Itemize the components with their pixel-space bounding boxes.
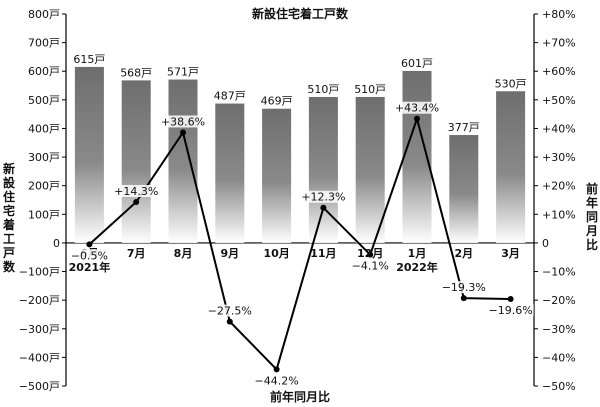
right-axis-title: 前年同月比	[585, 181, 598, 252]
yoy-point	[414, 115, 420, 122]
right-axis-tick-label: −50%	[542, 380, 576, 393]
yoy-label-bg	[206, 304, 253, 317]
yoy-point	[367, 251, 374, 258]
category-label: 7月	[127, 247, 146, 260]
left-axis-tick-label: 500戸	[28, 94, 60, 107]
yoy-value-label: +12.3%	[301, 191, 345, 204]
right-axis-tick-label: +50%	[542, 94, 576, 107]
left-axis-tick-label: 100戸	[28, 208, 60, 221]
yoy-value-label: −19.6%	[489, 304, 533, 317]
bar	[168, 79, 198, 243]
right-axis-tick-label: +40%	[542, 122, 576, 135]
left-axis-tick-label: 200戸	[28, 180, 60, 193]
left-axis-tick-label: −400戸	[19, 351, 60, 364]
yoy-point	[507, 296, 514, 303]
bar-value-label: 530戸	[495, 77, 527, 90]
right-axis-tick-label: +80%	[542, 8, 576, 21]
chart-title: 新設住宅着工戸数	[252, 6, 349, 21]
bar-value-label: 487戸	[214, 90, 246, 103]
bar-value-label: 377戸	[448, 121, 480, 134]
bar	[121, 80, 151, 243]
right-axis-tick-label: 0	[542, 237, 549, 250]
yoy-value-label: −4.1%	[352, 260, 389, 273]
left-axis-tick-label: −100戸	[19, 266, 60, 279]
right-axis-tick-label: +60%	[542, 65, 576, 78]
category-label: 11月	[310, 247, 336, 260]
left-axis-tick-label: −500戸	[19, 380, 60, 393]
bar-value-label: 510戸	[354, 83, 386, 96]
yoy-value-label: +14.3%	[114, 185, 158, 198]
yoy-point	[273, 366, 280, 373]
left-axis-tick-label: 700戸	[28, 37, 60, 50]
bar-value-label: 571戸	[167, 66, 199, 79]
yoy-line	[88, 115, 511, 372]
left-axis-tick-label: 800戸	[28, 8, 60, 21]
bar-value-label: 510戸	[307, 83, 339, 96]
yoy-value-label: −44.2%	[255, 374, 299, 387]
yoy-label-bg	[393, 101, 441, 114]
yoy-value-label: +38.6%	[161, 115, 205, 128]
bar-value-label: 601戸	[401, 57, 433, 70]
yoy-value-label: +43.4%	[395, 102, 439, 115]
yoy-label-bg	[300, 190, 347, 203]
yoy-label-bg	[487, 304, 534, 317]
yoy-point	[320, 204, 327, 211]
category-label: 8月	[174, 247, 193, 260]
right-axis-tick-label: −10%	[542, 266, 576, 279]
bar-value-label: 469戸	[261, 95, 293, 108]
yoy-label-bg	[253, 374, 300, 387]
line-series-caption: 前年同月比	[270, 389, 330, 404]
right-axis-tick-label: +70%	[542, 37, 576, 50]
yoy-label-bg	[350, 259, 390, 272]
yoy-point	[460, 295, 467, 302]
right-axis-tick-label: −20%	[542, 294, 576, 307]
right-axis-tick-label: −30%	[542, 323, 576, 336]
category-label: 9月	[220, 247, 239, 260]
left-axis-tick-label: 400戸	[28, 122, 60, 135]
bar	[496, 91, 526, 243]
right-axis-tick-label: +20%	[542, 180, 576, 193]
bar	[215, 103, 245, 243]
yoy-label-bg	[440, 281, 487, 294]
left-axis-title: 新設住宅着工戸数	[2, 161, 16, 274]
left-axis-tick-label: 300戸	[28, 151, 60, 164]
left-axis-tick-label: 600戸	[28, 65, 60, 78]
yoy-point	[180, 129, 186, 136]
bar-value-label: 615戸	[73, 53, 105, 66]
bar	[308, 96, 338, 243]
yoy-point	[133, 199, 140, 206]
year-label: 2021年	[69, 260, 111, 274]
left-axis-tick-label: −200戸	[19, 294, 60, 307]
yoy-value-label: −27.5%	[208, 305, 252, 318]
right-axis-tick-label: −40%	[542, 351, 576, 364]
bar-value-label: 568戸	[120, 66, 152, 79]
yoy-label-bg	[159, 115, 207, 128]
right-axis-tick-label: +10%	[542, 208, 576, 221]
category-label: 2月	[454, 247, 473, 260]
bar	[449, 135, 479, 243]
yoy-point	[226, 318, 233, 325]
year-label: 2022年	[396, 260, 438, 274]
yoy-point	[86, 241, 93, 248]
left-axis-tick-label: −300戸	[19, 323, 60, 336]
yoy-value-label: −19.3%	[442, 281, 486, 294]
category-label: 3月	[501, 247, 520, 260]
yoy-label-bg	[69, 249, 109, 262]
yoy-label-bg	[113, 185, 160, 198]
bar	[74, 66, 104, 243]
category-label: 12月	[357, 247, 383, 260]
left-axis-tick-label: 0	[53, 237, 60, 250]
yoy-value-label: −0.5%	[71, 249, 108, 262]
bar	[262, 108, 292, 243]
right-axis-tick-label: +30%	[542, 151, 576, 164]
category-label: 10月	[263, 247, 289, 260]
category-label: 1月	[408, 247, 427, 260]
bar	[355, 96, 385, 243]
